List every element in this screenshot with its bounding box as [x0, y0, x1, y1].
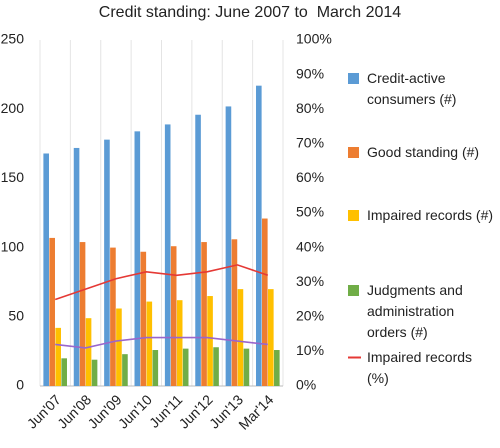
legend-entry: Impaired records (%)	[348, 347, 496, 389]
bar	[243, 348, 250, 386]
legend-label: Credit-active consumers (#)	[367, 70, 457, 107]
legend-label: Impaired records (%)	[367, 349, 473, 386]
bar	[201, 242, 207, 386]
bar	[104, 139, 110, 386]
y2-tick-label: 40%	[296, 238, 324, 254]
bar	[256, 85, 262, 386]
y2-tick-label: 70%	[296, 135, 324, 151]
bar	[122, 354, 128, 386]
bar	[140, 251, 147, 386]
bar	[110, 247, 116, 386]
y2-tick-label: 10%	[296, 342, 324, 358]
bar	[152, 350, 159, 386]
legend-entry: Credit-active consumers (#)	[348, 68, 496, 110]
bar	[79, 242, 86, 386]
x-tick-label: Jun'10	[115, 391, 155, 431]
chart-title: Credit standing: June 2007 to March 2014	[99, 4, 402, 21]
y2-tick-label: 0%	[296, 377, 316, 393]
bar	[237, 289, 244, 386]
y2-tick-label: 60%	[296, 169, 324, 185]
legend-label: Good standing (#)	[367, 144, 480, 160]
bar	[176, 300, 183, 386]
bar	[213, 347, 219, 386]
legend-swatch	[348, 356, 361, 359]
legend-entry: Good standing (#)	[348, 142, 496, 163]
y2-tick-label: 30%	[296, 273, 324, 289]
bar	[91, 359, 98, 386]
bar	[262, 218, 268, 386]
legend-box	[348, 73, 359, 84]
line	[54, 264, 269, 301]
y2-tick-label: 20%	[296, 308, 324, 324]
bar	[55, 327, 61, 386]
legend-label: Impaired records (#)	[367, 207, 494, 223]
line	[55, 336, 268, 349]
bar	[231, 239, 238, 386]
bar	[73, 147, 80, 386]
bar	[146, 301, 153, 386]
y-tick-label: 100	[1, 238, 25, 254]
bar	[164, 124, 171, 386]
y-tick-label: 250	[1, 31, 25, 47]
bar	[134, 131, 141, 386]
bar	[195, 114, 201, 387]
bar	[116, 308, 122, 386]
legend-entry: Judgments and administration orders (#)	[348, 280, 496, 343]
bar	[43, 153, 49, 386]
legend-swatch	[348, 210, 359, 221]
y-tick-label: 50	[8, 308, 24, 324]
legend-entry: Impaired records (#)	[348, 205, 496, 226]
bar	[225, 106, 232, 386]
bar	[85, 318, 92, 386]
y-tick-label: 150	[1, 169, 25, 185]
y-tick-label: 200	[1, 100, 25, 116]
y-tick-label: 0	[16, 377, 24, 393]
x-tick-label: Mar'14	[235, 391, 276, 432]
legend-box	[348, 147, 359, 158]
bar	[268, 289, 274, 386]
bar	[49, 237, 55, 386]
legend-label: Judgments and administration orders (#)	[367, 282, 463, 340]
legend-box	[348, 210, 359, 221]
bar	[170, 246, 177, 386]
bar	[274, 350, 280, 386]
y2-tick-label: 80%	[296, 100, 324, 116]
legend-swatch	[348, 285, 359, 296]
y2-tick-label: 50%	[296, 204, 324, 220]
legend-box	[348, 285, 359, 296]
legend-swatch	[348, 73, 359, 84]
y2-tick-label: 90%	[296, 65, 324, 81]
legend-swatch	[348, 147, 359, 158]
bar	[207, 296, 213, 386]
y2-tick-label: 100%	[296, 31, 332, 47]
bar	[61, 358, 67, 386]
bar	[182, 348, 189, 386]
